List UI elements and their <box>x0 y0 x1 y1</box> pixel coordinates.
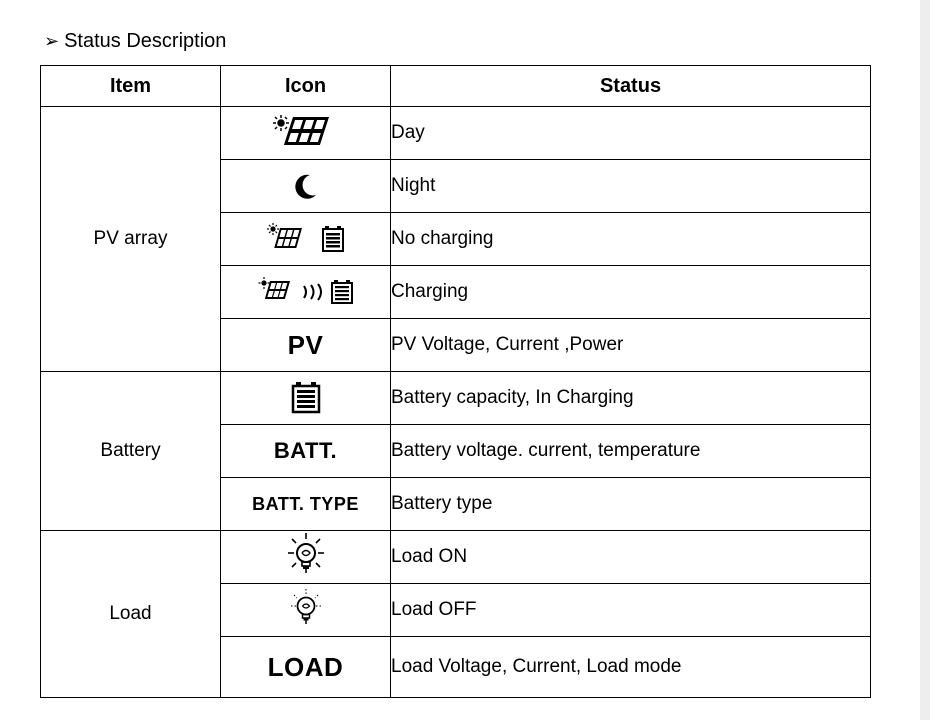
status-cell: Load Voltage, Current, Load mode <box>391 637 871 698</box>
status-cell: Load ON <box>391 531 871 584</box>
item-load: Load <box>41 531 221 698</box>
icon-cell <box>221 213 391 266</box>
status-cell: Night <box>391 160 871 213</box>
status-cell: Day <box>391 107 871 160</box>
status-cell: Battery capacity, In Charging <box>391 372 871 425</box>
table-row: PV array <box>41 107 871 160</box>
status-cell: No charging <box>391 213 871 266</box>
item-battery: Battery <box>41 372 221 531</box>
status-cell: Battery voltage. current, temperature <box>391 425 871 478</box>
icon-cell: PV <box>221 319 391 372</box>
panel-battery-icon <box>266 216 346 262</box>
batt-text-icon: BATT. <box>274 428 337 474</box>
icon-cell: BATT. TYPE <box>221 478 391 531</box>
status-cell: Battery type <box>391 478 871 531</box>
icon-cell: LOAD <box>221 637 391 698</box>
bulb-on-icon <box>284 531 328 577</box>
pv-text-icon: PV <box>288 322 324 368</box>
status-cell: Load OFF <box>391 584 871 637</box>
status-table: Item Icon Status PV array <box>40 65 871 698</box>
icon-cell <box>221 160 391 213</box>
icon-cell: BATT. <box>221 425 391 478</box>
bulb-off-icon <box>286 585 326 631</box>
icon-cell <box>221 584 391 637</box>
icon-cell <box>221 372 391 425</box>
status-cell: Charging <box>391 266 871 319</box>
load-text-icon: LOAD <box>268 644 344 690</box>
item-pv-array: PV array <box>41 107 221 372</box>
icon-cell <box>221 266 391 319</box>
icon-cell <box>221 531 391 584</box>
icon-cell <box>221 107 391 160</box>
panel-sun-icon <box>271 109 341 155</box>
batt-type-text-icon: BATT. TYPE <box>252 481 359 527</box>
section-title: Status Description <box>44 30 880 53</box>
table-row: Load <box>41 531 871 584</box>
header-item: Item <box>41 66 221 107</box>
header-status: Status <box>391 66 871 107</box>
panel-flow-battery-icon <box>258 269 354 315</box>
battery-icon <box>289 375 323 421</box>
header-icon: Icon <box>221 66 391 107</box>
flow-arrows-icon <box>302 282 326 302</box>
moon-icon <box>288 163 324 209</box>
status-cell: PV Voltage, Current ,Power <box>391 319 871 372</box>
table-row: Battery Battery capac <box>41 372 871 425</box>
page: Status Description Item Icon Status PV a… <box>0 0 930 720</box>
table-header-row: Item Icon Status <box>41 66 871 107</box>
